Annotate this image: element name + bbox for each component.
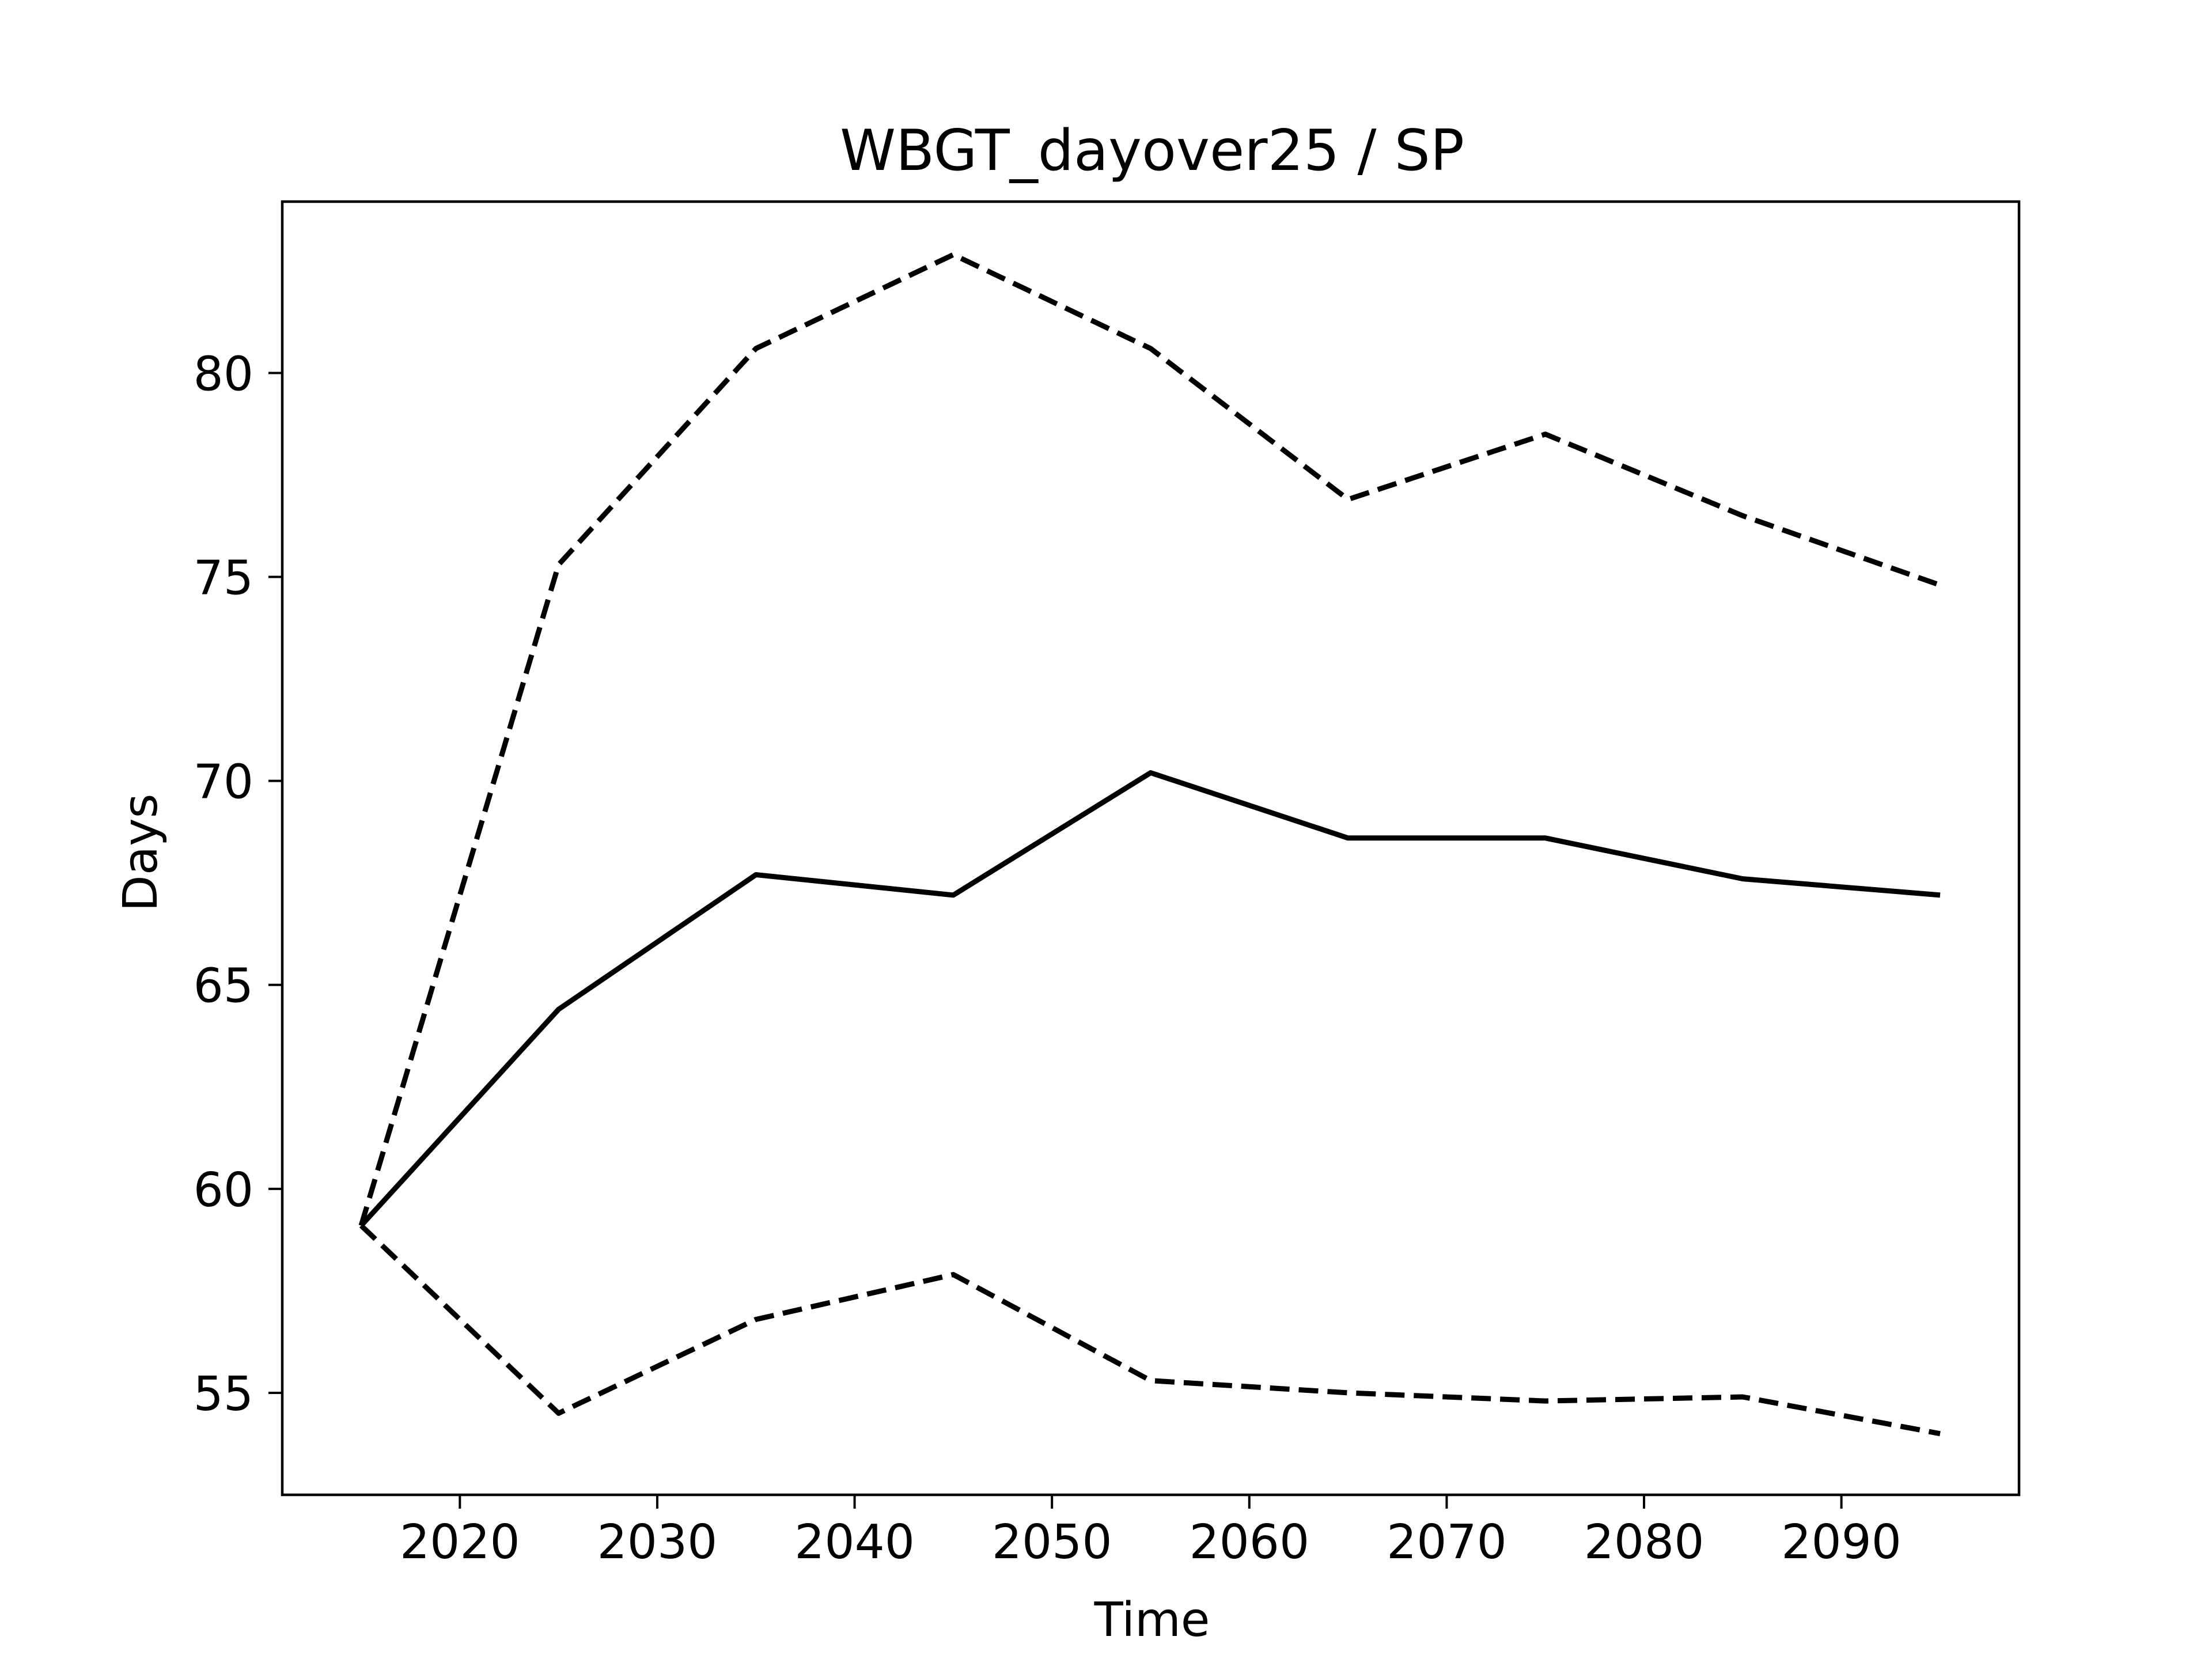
y-tick-label: 70 [194, 755, 253, 810]
plot-area [281, 200, 2021, 1497]
y-axis-title: Days [113, 794, 168, 912]
y-tick-label: 55 [194, 1367, 253, 1422]
x-tick-label: 2090 [1781, 1515, 1902, 1570]
x-axis: 2020 2030 2040 2050 2060 2070 2080 2090 [400, 1495, 1902, 1570]
x-tick-label: 2050 [992, 1515, 1112, 1570]
x-tick-label: 2080 [1584, 1515, 1705, 1570]
y-tick-label: 65 [194, 959, 253, 1014]
x-tick-label: 2070 [1387, 1515, 1507, 1570]
x-tick-label: 2040 [794, 1515, 915, 1570]
chart-title: WBGT_dayover25 / SP [840, 118, 1464, 184]
x-tick-label: 2020 [400, 1515, 520, 1570]
x-tick-label: 2060 [1189, 1515, 1309, 1570]
series-group [358, 252, 1941, 1437]
plot-frame [281, 200, 2021, 1497]
upper-bound-line [358, 252, 1941, 1226]
x-axis-title: Time [1094, 1593, 1210, 1647]
y-tick-label: 75 [194, 551, 253, 606]
y-tick-label: 60 [194, 1163, 253, 1218]
y-axis: 55 60 65 70 75 80 [194, 347, 282, 1422]
x-tick-label: 2030 [597, 1515, 718, 1570]
lower-bound-line [359, 1224, 1941, 1437]
mean-line [359, 770, 1941, 1228]
y-tick-label: 80 [194, 347, 253, 402]
